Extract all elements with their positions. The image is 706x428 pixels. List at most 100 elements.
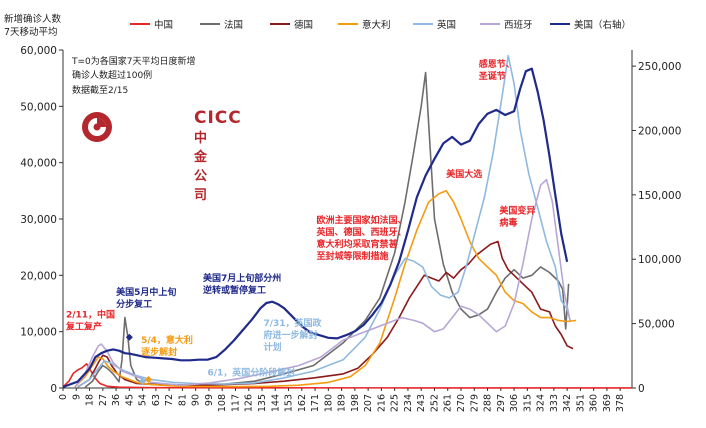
note-line: T=0为各国家7天平均日度新增 (71, 55, 196, 67)
logo-text-cn: 中金公司 (194, 131, 208, 203)
annotation-8: 感恩节、圣诞节 (479, 58, 515, 82)
y-title-line: 新增确诊人数 (4, 13, 62, 25)
annotation-line: 7/31，英国政 (263, 317, 322, 329)
legend-label: 意大利 (362, 19, 391, 31)
x-tick-label: 234 (403, 394, 414, 412)
series-line-6 (62, 67, 569, 389)
x-tick-label: 153 (284, 394, 295, 412)
x-tick-label: 54 (138, 394, 149, 406)
cicc-logo-icon (82, 112, 112, 142)
x-tick-label: 216 (376, 394, 387, 412)
legend-label: 西班牙 (504, 19, 533, 31)
annotation-line: 美国大选 (446, 168, 482, 180)
y-left-tick-label: 30,000 (20, 214, 57, 226)
annotation-line: 分步复工 (116, 298, 152, 310)
x-tick-label: 18 (85, 394, 96, 406)
series-line-0 (62, 363, 632, 389)
legend-label: 美国（右轴） (574, 19, 631, 31)
x-tick-label: 297 (496, 394, 507, 412)
y-right-tick-label: 0 (638, 383, 645, 395)
x-tick-label: 342 (562, 394, 573, 412)
x-tick-label: 270 (456, 394, 467, 412)
annotation-line: 复工复产 (65, 321, 102, 333)
legend-label: 中国 (154, 19, 173, 31)
annotation-1: 美国5月中上旬分步复工 (116, 286, 176, 310)
event-marker-2 (139, 377, 147, 385)
annotations: 2/11，中国复工复产美国5月中上旬分步复工5/4，意大利逐步解封美国7月上旬部… (65, 58, 535, 379)
annotation-line: 感恩节、 (479, 58, 515, 70)
y-left-tick-label: 40,000 (20, 158, 57, 170)
x-tick-label: 99 (204, 394, 215, 406)
legend: 中国 法国 德国 意大利 英国 西班牙 美国（右轴） (130, 19, 631, 31)
series-line-2 (77, 240, 574, 388)
event-marker-1 (144, 376, 152, 384)
annotation-line: 计划 (263, 341, 281, 353)
series-layer (62, 54, 632, 389)
legend-label: 英国 (437, 19, 456, 31)
y-right-tick-label: 100,000 (638, 254, 681, 266)
x-tick-label: 324 (536, 394, 547, 412)
annotation-5: 6/1，英国分阶段解封 (207, 367, 295, 379)
x-tick-label: 9 (71, 394, 82, 400)
x-tick-label: 315 (522, 394, 533, 412)
x-tick-label: 171 (310, 394, 321, 412)
annotation-line: 圣诞节 (479, 70, 506, 82)
logo-text-en: CICC (194, 108, 242, 128)
x-tick-label: 63 (151, 394, 162, 406)
x-tick-label: 189 (337, 394, 348, 412)
y-right-tick-label: 50,000 (638, 319, 675, 331)
x-tick-label: 207 (363, 394, 374, 412)
x-tick-label: 117 (230, 394, 241, 412)
y-left-tick-label: 50,000 (20, 101, 57, 113)
annotation-9: 美国变异病毒 (499, 204, 535, 228)
x-tick-label: 261 (443, 394, 454, 412)
annotation-line: 逐步解封 (141, 346, 177, 358)
annotation-3: 美国7月上旬部分州逆转或暂停复工 (203, 272, 281, 296)
legend-label: 德国 (294, 19, 313, 31)
x-tick-label: 90 (191, 394, 202, 406)
annotation-line: 美国变异 (499, 204, 535, 216)
annotation-line: 5/4，意大利 (141, 334, 193, 346)
series-line-4 (77, 54, 571, 388)
x-tick-label: 36 (111, 394, 122, 406)
y-title-line: 7天移动平均 (4, 26, 58, 38)
annotation-line: 意大利均采取宵禁甚 (317, 238, 398, 250)
y-left-tick-label: 60,000 (20, 45, 57, 57)
annotation-0: 2/11，中国复工复产 (65, 309, 115, 333)
note-line: 数据截至2/15 (72, 84, 128, 96)
y-left-tick-label: 10,000 (20, 327, 57, 339)
annotation-line: 英国、德国、西班牙、 (316, 226, 407, 238)
y-right-tick-label: 150,000 (638, 190, 681, 202)
x-tick-label: 198 (350, 394, 361, 412)
annotation-6: 欧洲主要国家如法国、英国、德国、西班牙、意大利均采取宵禁甚至封城等限制措施 (316, 214, 407, 262)
annotation-4: 7/31，英国政府进一步解封计划 (263, 317, 322, 353)
x-tick-label: 144 (270, 394, 281, 412)
x-tick-label: 180 (323, 394, 334, 412)
y-left-tick-label: 0 (50, 383, 57, 395)
x-tick-label: 378 (615, 394, 626, 412)
annotation-line: 府进一步解封 (263, 329, 317, 341)
x-tick-label: 135 (257, 394, 268, 412)
x-tick-label: 126 (244, 394, 255, 412)
annotation-line: 2/11，中国 (66, 309, 115, 321)
x-tick-label: 333 (549, 394, 560, 412)
series-line-1 (84, 71, 570, 388)
y-left-tick-label: 20,000 (20, 270, 57, 282)
annotation-line: 至封城等限制措施 (317, 250, 389, 262)
annotation-line: 美国5月中上旬 (116, 286, 176, 298)
annotation-line: 6/1，英国分阶段解封 (207, 367, 295, 379)
x-tick-label: 252 (429, 394, 440, 412)
cicc-logo: CICC 中金公司 (80, 108, 241, 203)
annotation-line: 欧洲主要国家如法国、 (317, 214, 407, 226)
annotation-7: 美国大选 (446, 168, 482, 180)
annotation-line: 病毒 (499, 216, 517, 228)
y-right-tick-label: 250,000 (638, 61, 681, 73)
x-tick-label: 351 (575, 394, 586, 412)
x-tick-label: 72 (164, 394, 175, 406)
annotation-2: 5/4，意大利逐步解封 (141, 334, 193, 358)
event-marker-0 (125, 333, 133, 341)
annotation-line: 美国7月上旬部分州 (203, 272, 281, 284)
x-tick-label: 243 (416, 394, 427, 412)
